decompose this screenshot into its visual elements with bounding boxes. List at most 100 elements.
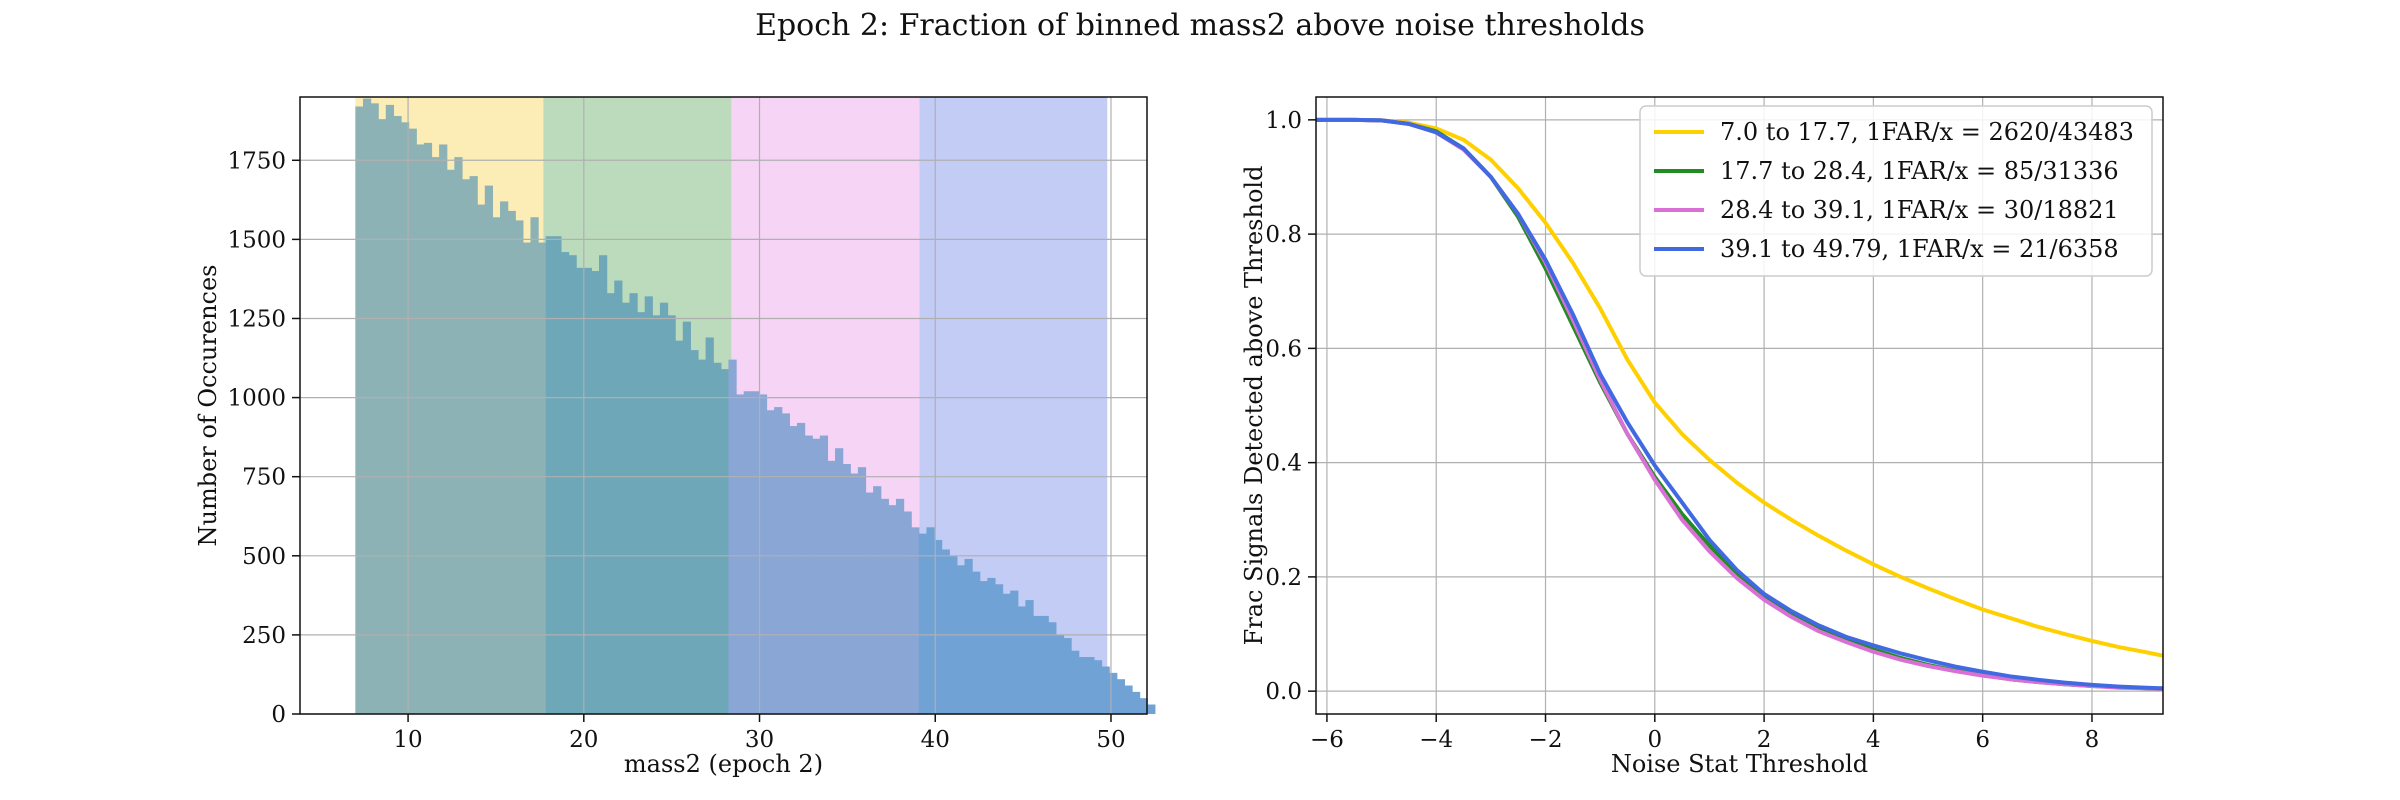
histogram-bar <box>1124 685 1133 714</box>
histogram-bar <box>781 413 790 714</box>
line-panel: −6 −4 −2 0 2 4 6 8 0.0 0.2 0.4 0.6 0.8 1.0 Noise Stat … <box>1240 96 2164 778</box>
histogram-bar <box>994 584 1004 714</box>
histogram-bar <box>614 280 623 714</box>
histogram-bar <box>538 242 547 715</box>
y-tick-label: 1250 <box>227 306 286 332</box>
histogram-bar <box>728 359 737 714</box>
histogram-bar <box>507 210 516 714</box>
x-axis-label: Noise Stat Threshold <box>1611 750 1868 778</box>
histogram-bar <box>393 115 402 714</box>
histogram-bar <box>637 312 646 714</box>
histogram-bar <box>804 435 813 714</box>
histogram-bar <box>873 486 882 714</box>
histogram-bar <box>644 296 653 714</box>
y-tick-label: 1000 <box>227 386 286 412</box>
x-tick-label: −2 <box>1529 727 1563 753</box>
y-tick-label: 0.0 <box>1265 679 1302 705</box>
histogram-bar <box>796 422 806 714</box>
y-axis-label: Number of Occurences <box>194 265 222 547</box>
histogram-bar <box>1010 590 1019 714</box>
histogram-bar <box>378 119 387 714</box>
series-line-1 <box>1316 117 2163 658</box>
histogram-bar <box>979 581 988 714</box>
histogram-bar <box>469 176 478 715</box>
histogram-bar <box>827 460 836 714</box>
y-tick-label: 0.4 <box>1265 451 1302 477</box>
histogram-bar <box>812 438 821 714</box>
histogram-bar <box>675 340 684 714</box>
legend-box <box>1639 105 2153 277</box>
histogram-bar <box>408 128 417 715</box>
legend-label-1: 7.0 to 17.7, 1FAR/x = 2620/43483 <box>1720 118 2134 146</box>
histogram-bar <box>431 157 440 715</box>
histogram-bar <box>697 359 707 714</box>
histogram-bar <box>758 394 768 714</box>
histogram-bar <box>477 204 486 715</box>
histogram-bar <box>1048 622 1057 714</box>
y-tick-label: 0.8 <box>1265 222 1302 248</box>
histogram-bar <box>964 558 973 714</box>
histogram-bar <box>560 252 570 715</box>
histogram-bar <box>629 293 638 714</box>
histogram-bar <box>1017 606 1027 714</box>
histogram-bar <box>355 106 364 714</box>
y-tick-label: 0.2 <box>1265 565 1302 591</box>
histogram-bar <box>956 565 966 714</box>
histogram-bar <box>835 448 844 714</box>
histogram-bar <box>1040 615 1049 714</box>
histogram-bar <box>857 467 867 714</box>
plot-frame <box>299 96 1148 715</box>
histogram-bar <box>751 391 760 714</box>
y-tick-label: 0 <box>271 702 286 728</box>
x-tick-label: 50 <box>1096 727 1125 753</box>
histogram-bar <box>492 217 501 714</box>
plot-frame <box>1315 96 2164 715</box>
figure-title: Epoch 2: Fraction of binned mass2 above … <box>755 8 1645 43</box>
histogram-bar <box>1071 650 1080 714</box>
histogram-bar <box>720 369 730 714</box>
histogram-bar <box>1101 666 1110 714</box>
legend-label-2: 17.7 to 28.4, 1FAR/x = 85/31336 <box>1720 157 2119 185</box>
histogram-bar <box>819 435 829 714</box>
histogram-bar <box>850 473 859 714</box>
histogram-bar <box>599 255 608 714</box>
y-tick-label: 750 <box>242 465 286 491</box>
histogram-bar <box>553 236 562 714</box>
x-tick-label: 10 <box>393 727 422 753</box>
histogram-bar <box>416 144 425 714</box>
histogram-bar <box>362 98 372 715</box>
histogram-bar <box>500 201 509 714</box>
histogram-bar <box>583 267 592 714</box>
histogram-bar <box>926 527 935 714</box>
histogram-bar <box>918 533 928 714</box>
histogram-bar <box>888 505 897 714</box>
x-tick-label: 6 <box>1975 727 1990 753</box>
histogram-bar <box>1078 657 1087 714</box>
histogram-bar <box>606 293 615 714</box>
y-tick-label: 1500 <box>227 227 286 253</box>
histogram-bar <box>401 122 410 715</box>
histogram-bar <box>446 169 455 714</box>
histogram-bar <box>682 321 691 714</box>
histogram-bar <box>1147 704 1156 714</box>
histogram-bar <box>736 394 745 714</box>
y-tick-label: 500 <box>242 544 286 570</box>
histogram-bar <box>385 104 395 714</box>
histogram-bar <box>911 527 920 714</box>
y-tick-label: 1750 <box>227 148 286 174</box>
histogram-bar <box>621 302 631 714</box>
histogram-bar <box>880 498 889 714</box>
histogram-bar <box>865 492 874 714</box>
histogram-bar <box>987 577 996 714</box>
histogram-bar <box>530 217 539 714</box>
x-tick-label: 40 <box>921 727 950 753</box>
histogram-bar <box>1093 660 1103 714</box>
x-tick-label: 0 <box>1647 727 1662 753</box>
histogram-bar <box>903 511 912 714</box>
histogram-bar <box>895 498 905 714</box>
series-line-4 <box>1316 117 2163 691</box>
histogram-bar <box>1025 600 1034 714</box>
y-tick-label: 250 <box>242 623 286 649</box>
